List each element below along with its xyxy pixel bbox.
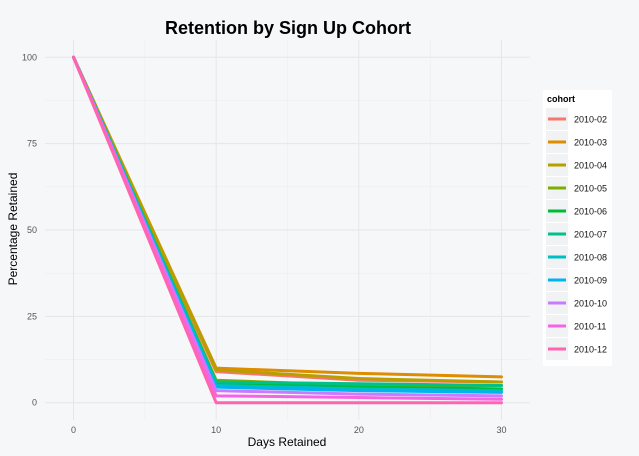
- legend-label: 2010-08: [574, 253, 607, 263]
- y-axis-title: Percentage Retained: [6, 173, 20, 286]
- y-tick-label: 75: [27, 139, 37, 149]
- series-line-2010-04: [72, 55, 503, 384]
- legend-label: 2010-03: [574, 138, 607, 148]
- y-tick-label: 100: [22, 52, 37, 62]
- legend-label: 2010-12: [574, 345, 607, 355]
- chart-title: Retention by Sign Up Cohort: [165, 18, 411, 38]
- legend-label: 2010-09: [574, 276, 607, 286]
- legend-title: cohort: [547, 94, 575, 104]
- y-tick-label: 50: [27, 225, 37, 235]
- y-tick-label: 0: [32, 398, 37, 408]
- x-tick-label: 30: [496, 425, 506, 435]
- legend-label: 2010-05: [574, 184, 607, 194]
- series-lines: [72, 55, 503, 405]
- x-axis-title: Days Retained: [248, 435, 327, 449]
- grid-lines: [45, 40, 530, 420]
- legend: cohort 2010-02 2010-03 2010-04 2010-05 2010-0…: [543, 90, 612, 366]
- legend-label: 2010-04: [574, 161, 607, 171]
- x-tick-label: 20: [354, 425, 364, 435]
- y-tick-label: 25: [27, 311, 37, 321]
- legend-label: 2010-11: [574, 322, 606, 332]
- legend-label: 2010-10: [574, 299, 607, 309]
- series-line-2010-12: [72, 55, 503, 405]
- legend-label: 2010-02: [574, 115, 607, 125]
- x-tick-label: 0: [71, 425, 76, 435]
- legend-label: 2010-07: [574, 230, 607, 240]
- x-tick-label: 10: [211, 425, 221, 435]
- legend-label: 2010-06: [574, 207, 607, 217]
